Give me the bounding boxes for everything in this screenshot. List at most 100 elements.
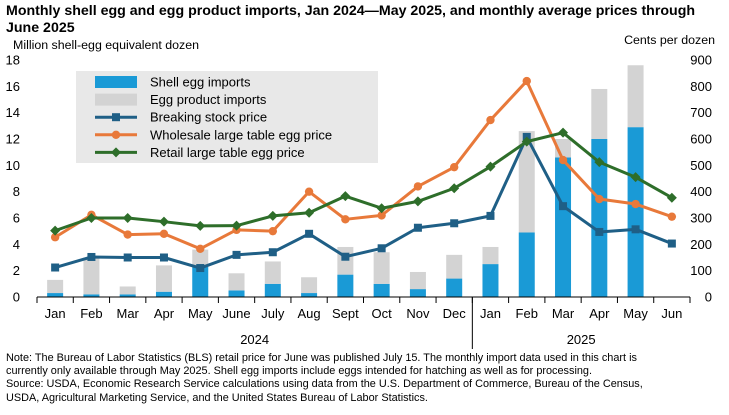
- breaking-stock-price-marker: [667, 239, 676, 248]
- legend-label: Wholesale large table egg price: [150, 127, 332, 142]
- bar-egg-product-imports: [591, 88, 608, 139]
- left-tick-label: 16: [6, 79, 20, 94]
- month-label: Feb: [80, 306, 102, 321]
- bar-egg-product-imports: [83, 257, 100, 295]
- left-axis-units: Million shell-egg equivalent dozen: [13, 38, 199, 52]
- right-tick-label: 200: [690, 237, 712, 252]
- right-tick-label: 800: [690, 79, 712, 94]
- wholesale-price-marker: [196, 244, 205, 254]
- wholesale-price-line: [54, 79, 673, 251]
- chart-title: Monthly shell egg and egg product import…: [6, 3, 696, 36]
- bar-egg-product-imports: [373, 252, 390, 284]
- right-tick-label: 600: [690, 132, 712, 147]
- month-label: Oct: [372, 306, 393, 321]
- legend-swatch-marker: [111, 147, 121, 158]
- left-tick-label: 4: [13, 237, 20, 252]
- breaking-stock-price-marker: [631, 225, 640, 234]
- retail-price-marker: [449, 183, 460, 194]
- breaking-stock-price-marker: [305, 229, 314, 238]
- bar-shell-egg-imports: [228, 290, 245, 297]
- retail-price-marker: [304, 207, 315, 218]
- month-label: May: [188, 306, 213, 321]
- bar-egg-product-imports: [337, 246, 354, 275]
- retail-price-marker: [122, 213, 133, 223]
- legend-swatch-shell-egg-imports: [95, 76, 137, 88]
- wholesale-price-marker: [159, 229, 169, 238]
- egg-imports-price-chart: 0 2 4 6 8 10 12 14 16 18 0 100 200 300 400 500 600 700 800…: [6, 53, 712, 349]
- retail-price-marker: [195, 220, 206, 231]
- wholesale-price-marker: [449, 162, 459, 172]
- right-tick-label: 700: [690, 105, 712, 120]
- retail-price-marker: [86, 213, 97, 223]
- bar-shell-egg-imports: [47, 293, 64, 297]
- retail-price-line: [54, 131, 673, 233]
- bar-shell-egg-imports: [518, 232, 535, 297]
- breaking-stock-price-marker: [559, 202, 568, 211]
- month-label: Feb: [516, 306, 538, 321]
- breaking-stock-price-marker: [595, 227, 604, 236]
- wholesale-price-marker: [377, 211, 386, 220]
- bar-egg-product-imports: [155, 265, 172, 292]
- left-tick-label: 14: [6, 105, 20, 120]
- bar-egg-product-imports: [409, 271, 426, 290]
- right-tick-label: 0: [705, 290, 712, 305]
- bar-shell-egg-imports: [373, 283, 390, 297]
- month-label: July: [261, 306, 285, 321]
- retail-price-marker: [521, 136, 532, 147]
- bar-shell-egg-imports: [409, 289, 426, 297]
- bar-egg-product-imports: [264, 261, 281, 284]
- bar-shell-egg-imports: [192, 266, 209, 297]
- retail-price-marker: [630, 172, 641, 183]
- bar-egg-product-imports: [228, 273, 245, 291]
- bar-shell-egg-imports: [627, 127, 644, 298]
- bar-egg-product-imports: [301, 277, 318, 294]
- legend-label: Retail large table egg price: [150, 145, 305, 160]
- retail-price-marker: [666, 192, 677, 203]
- left-tick-label: 12: [6, 132, 20, 147]
- year-label: 2024: [240, 332, 269, 347]
- month-label: Apr: [154, 306, 175, 321]
- breaking-stock-price-marker: [268, 248, 277, 257]
- breaking-stock-price-marker: [450, 219, 459, 228]
- breaking-stock-price-marker: [486, 211, 495, 220]
- bar-shell-egg-imports: [555, 157, 572, 297]
- wholesale-price-marker: [558, 155, 568, 165]
- retail-price-marker: [594, 157, 605, 168]
- breaking-stock-price-marker: [341, 252, 350, 261]
- right-tick-label: 300: [690, 211, 712, 226]
- month-label: Nov: [406, 306, 430, 321]
- bar-shell-egg-imports: [155, 291, 172, 297]
- bar-egg-product-imports: [482, 246, 499, 265]
- breaking-stock-price-line: [54, 135, 673, 270]
- retail-price-marker: [376, 203, 387, 214]
- left-tick-label: 10: [6, 158, 20, 173]
- left-tick-label: 0: [13, 290, 20, 305]
- bar-egg-product-imports: [627, 65, 644, 128]
- bar-egg-product-imports: [446, 254, 463, 279]
- legend-swatch-marker: [112, 113, 120, 122]
- retail-price-marker: [267, 210, 278, 221]
- breaking-stock-price-marker: [232, 250, 241, 259]
- note-line: currently only available through May 202…: [6, 365, 593, 378]
- left-tick-label: 18: [6, 53, 20, 68]
- right-axis-units: Cents per dozen: [624, 33, 715, 47]
- year-label: 2025: [567, 332, 596, 347]
- bar-egg-product-imports: [192, 249, 209, 267]
- month-label: Dec: [443, 306, 467, 321]
- legend-label: Shell egg imports: [150, 75, 251, 90]
- legend-label: Egg product imports: [150, 92, 267, 107]
- retail-price-marker: [558, 127, 569, 138]
- month-label: June: [222, 306, 250, 321]
- breaking-stock-price-marker: [87, 252, 96, 261]
- wholesale-price-marker: [341, 215, 350, 224]
- bar-shell-egg-imports: [119, 294, 136, 297]
- breaking-stock-price-marker: [196, 264, 205, 273]
- wholesale-price-marker: [595, 194, 604, 204]
- note-line: Note: The Bureau of Labor Statistics (BL…: [6, 352, 637, 364]
- right-tick-label: 100: [690, 263, 712, 278]
- wholesale-price-marker: [667, 212, 677, 221]
- right-tick-label: 400: [690, 184, 712, 199]
- wholesale-price-marker: [631, 199, 640, 209]
- breaking-stock-price-marker: [413, 223, 422, 232]
- retail-price-marker: [340, 191, 351, 202]
